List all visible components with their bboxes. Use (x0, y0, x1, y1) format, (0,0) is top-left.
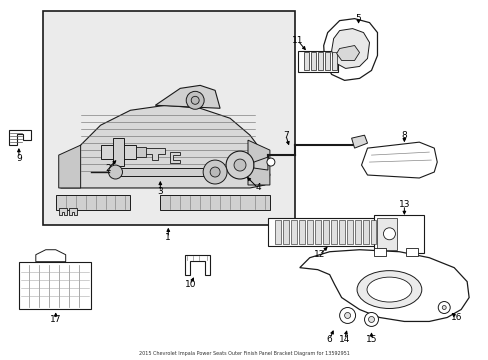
Circle shape (225, 151, 253, 179)
Polygon shape (299, 250, 468, 321)
Polygon shape (323, 19, 377, 80)
Polygon shape (160, 195, 269, 210)
Circle shape (364, 312, 378, 327)
Polygon shape (331, 28, 369, 68)
Bar (303, 53, 308, 71)
Bar (290, 220, 296, 244)
Polygon shape (155, 85, 220, 108)
Text: 4: 4 (255, 184, 260, 193)
Bar (19, 262, 90, 310)
Bar (370, 220, 376, 244)
Bar (374, 248, 386, 256)
Bar (338, 220, 344, 244)
Polygon shape (253, 157, 267, 170)
Text: 15: 15 (365, 335, 376, 344)
Bar (42, 11, 294, 225)
Bar (406, 248, 417, 256)
Bar (324, 53, 329, 71)
Polygon shape (185, 255, 210, 275)
Text: 17: 17 (50, 315, 61, 324)
Circle shape (191, 96, 199, 104)
Text: 13: 13 (398, 201, 409, 210)
Circle shape (186, 91, 203, 109)
Text: 14: 14 (338, 335, 349, 344)
Text: 2: 2 (105, 163, 111, 172)
Bar (377, 218, 397, 250)
Circle shape (441, 306, 446, 310)
Polygon shape (36, 250, 65, 262)
Polygon shape (336, 45, 359, 60)
Bar (306, 220, 312, 244)
Circle shape (437, 302, 449, 314)
Text: 9: 9 (16, 154, 21, 163)
Text: 2015 Chevrolet Impala Power Seats Outer Finish Panel Bracket Diagram for 1359295: 2015 Chevrolet Impala Power Seats Outer … (138, 351, 349, 356)
Bar (101, 145, 136, 159)
Bar (136, 147, 146, 157)
Bar (317, 53, 322, 71)
Text: 10: 10 (184, 280, 196, 289)
Bar (298, 220, 304, 244)
Bar (267, 218, 397, 246)
Text: 6: 6 (326, 335, 332, 344)
Polygon shape (56, 195, 130, 210)
Bar (297, 50, 337, 72)
Circle shape (210, 167, 220, 177)
Circle shape (368, 316, 374, 323)
Bar (374, 215, 424, 253)
Bar (331, 53, 336, 71)
Circle shape (344, 312, 350, 319)
Bar (310, 53, 315, 71)
Polygon shape (68, 208, 77, 215)
Text: 11: 11 (291, 36, 303, 45)
Circle shape (339, 307, 355, 323)
Text: 5: 5 (355, 14, 361, 23)
Bar (314, 220, 320, 244)
Circle shape (383, 228, 395, 240)
Ellipse shape (366, 277, 411, 302)
Bar (274, 220, 280, 244)
Polygon shape (59, 145, 81, 188)
Bar (378, 220, 384, 244)
Polygon shape (59, 208, 66, 215)
Circle shape (266, 158, 274, 166)
Ellipse shape (356, 271, 421, 309)
Text: 1: 1 (165, 233, 171, 242)
Text: 7: 7 (283, 131, 288, 140)
Bar (322, 220, 328, 244)
Circle shape (108, 165, 122, 179)
Bar (282, 220, 288, 244)
Bar (362, 220, 368, 244)
Polygon shape (170, 152, 180, 163)
Polygon shape (61, 105, 269, 188)
Bar (110, 168, 220, 176)
Circle shape (234, 159, 245, 171)
Bar (354, 220, 360, 244)
Text: 16: 16 (450, 313, 462, 322)
Polygon shape (361, 142, 436, 178)
Circle shape (203, 160, 226, 184)
Polygon shape (9, 130, 31, 145)
Polygon shape (145, 148, 165, 160)
Bar (112, 138, 124, 166)
Polygon shape (351, 135, 367, 148)
Text: 12: 12 (313, 250, 325, 259)
Text: 8: 8 (401, 131, 407, 140)
Bar (330, 220, 336, 244)
Bar (346, 220, 352, 244)
Text: 3: 3 (157, 188, 163, 197)
Polygon shape (247, 140, 269, 185)
